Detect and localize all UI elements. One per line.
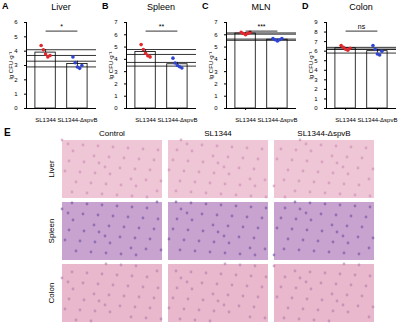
svg-text:SL1344-ΔspvB: SL1344-ΔspvB xyxy=(297,129,350,138)
svg-text:0: 0 xyxy=(114,105,118,111)
svg-text:3: 3 xyxy=(214,69,218,75)
svg-text:5: 5 xyxy=(14,34,18,40)
svg-text:SL1344-ΔspvB: SL1344-ΔspvB xyxy=(257,117,297,123)
svg-text:2: 2 xyxy=(214,81,218,87)
svg-text:7: 7 xyxy=(214,19,218,25)
svg-text:6: 6 xyxy=(214,32,218,38)
svg-text:4: 4 xyxy=(114,56,118,62)
svg-text:7: 7 xyxy=(314,39,318,45)
svg-text:8: 8 xyxy=(314,29,318,35)
html-text:Spleen: Spleen xyxy=(147,2,175,12)
svg-text:Spleen: Spleen xyxy=(47,219,56,244)
svg-text:Liver: Liver xyxy=(47,160,56,178)
svg-text:lg CFU·g⁻¹: lg CFU·g⁻¹ xyxy=(208,51,214,79)
svg-text:SL1344: SL1344 xyxy=(335,117,356,123)
html-text:MLN: MLN xyxy=(251,2,271,12)
svg-text:3: 3 xyxy=(314,77,318,83)
svg-text:5: 5 xyxy=(314,58,318,64)
svg-text:1: 1 xyxy=(14,91,18,97)
svg-text:SL1344-ΔspvB: SL1344-ΔspvB xyxy=(357,117,397,123)
html-text:Liver: Liver xyxy=(51,2,71,12)
svg-text:0: 0 xyxy=(314,105,318,111)
svg-text:SL1344-ΔspvB: SL1344-ΔspvB xyxy=(57,117,97,123)
svg-text:5: 5 xyxy=(114,44,118,50)
svg-text:0: 0 xyxy=(214,105,218,111)
svg-text:SL1344: SL1344 xyxy=(235,117,256,123)
svg-text:lg CFU·g⁻¹: lg CFU·g⁻¹ xyxy=(308,51,314,79)
svg-text:0: 0 xyxy=(14,105,18,111)
html-text:Colon: Colon xyxy=(349,2,373,12)
svg-text:Control: Control xyxy=(99,129,125,138)
svg-text:2: 2 xyxy=(114,81,118,87)
svg-text:7: 7 xyxy=(114,19,118,25)
svg-text:SL1344: SL1344 xyxy=(35,117,56,123)
svg-text:4: 4 xyxy=(314,67,318,73)
svg-text:6: 6 xyxy=(314,48,318,54)
svg-text:ns: ns xyxy=(358,23,366,30)
svg-text:6: 6 xyxy=(114,32,118,38)
svg-text:lg CFU·g⁻¹: lg CFU·g⁻¹ xyxy=(108,51,114,79)
svg-text:3: 3 xyxy=(114,69,118,75)
svg-text:2: 2 xyxy=(14,77,18,83)
html-text:D: D xyxy=(302,1,309,11)
svg-text:4: 4 xyxy=(14,48,18,54)
svg-text:**: ** xyxy=(159,23,165,30)
svg-text:6: 6 xyxy=(14,19,18,25)
svg-text:1: 1 xyxy=(114,93,118,99)
svg-text:1: 1 xyxy=(214,93,218,99)
svg-text:*: * xyxy=(60,23,63,30)
svg-text:E: E xyxy=(4,127,11,138)
svg-text:SL1344: SL1344 xyxy=(204,129,232,138)
svg-text:lg CFU·g⁻¹: lg CFU·g⁻¹ xyxy=(8,51,14,79)
svg-text:1: 1 xyxy=(314,96,318,102)
svg-text:***: *** xyxy=(257,23,265,30)
svg-text:Colon: Colon xyxy=(47,283,56,304)
svg-text:4: 4 xyxy=(214,56,218,62)
svg-text:9: 9 xyxy=(314,19,318,25)
html-text:B: B xyxy=(102,1,109,11)
svg-text:SL1344-ΔspvB: SL1344-ΔspvB xyxy=(157,117,197,123)
html-text:A: A xyxy=(2,1,9,11)
svg-text:2: 2 xyxy=(314,86,318,92)
html-text:C: C xyxy=(202,1,209,11)
svg-text:SL1344: SL1344 xyxy=(135,117,156,123)
svg-text:3: 3 xyxy=(14,62,18,68)
svg-text:5: 5 xyxy=(214,44,218,50)
